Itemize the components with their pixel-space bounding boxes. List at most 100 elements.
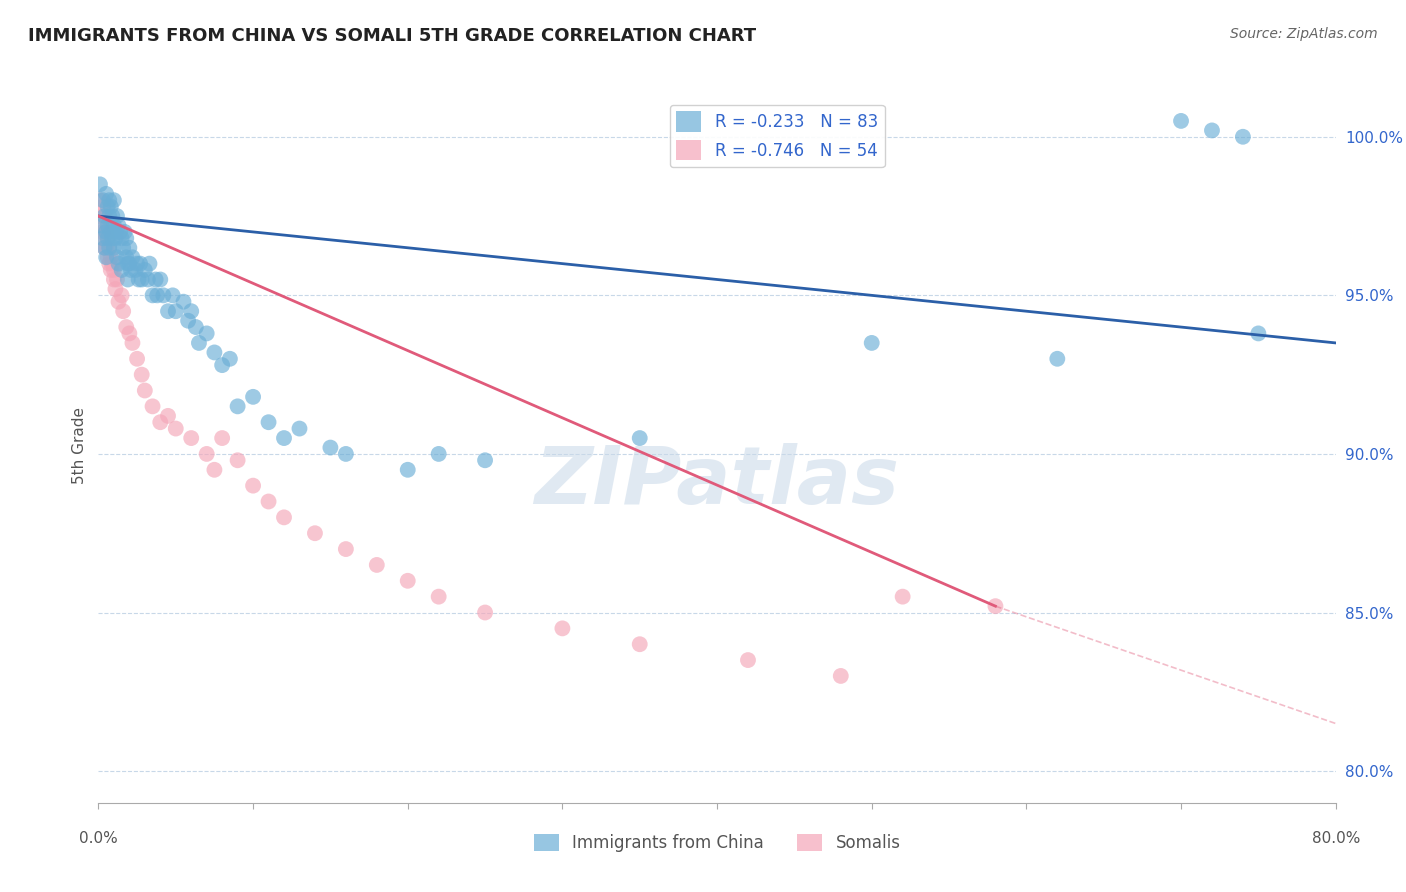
Point xyxy=(737,653,759,667)
Point xyxy=(273,510,295,524)
Point xyxy=(103,219,125,233)
Point xyxy=(242,478,264,492)
Point xyxy=(103,272,125,286)
Point xyxy=(91,225,114,239)
Text: 0.0%: 0.0% xyxy=(79,831,118,847)
Point xyxy=(96,225,118,239)
Point xyxy=(101,231,124,245)
Point xyxy=(91,231,114,245)
Point xyxy=(98,193,121,207)
Point xyxy=(131,368,153,382)
Point xyxy=(120,263,142,277)
Point xyxy=(628,637,651,651)
Point xyxy=(105,250,128,264)
Point xyxy=(93,209,115,223)
Point xyxy=(891,590,914,604)
Point xyxy=(162,288,184,302)
Point xyxy=(89,209,111,223)
Point xyxy=(115,250,138,264)
Point xyxy=(118,241,141,255)
Point xyxy=(121,335,143,350)
Point xyxy=(115,320,138,334)
Point xyxy=(257,415,280,429)
Point xyxy=(111,288,132,302)
Point xyxy=(226,453,249,467)
Point xyxy=(97,250,120,264)
Point xyxy=(117,272,139,286)
Point xyxy=(127,257,149,271)
Point xyxy=(105,272,128,286)
Point xyxy=(128,272,150,286)
Point xyxy=(90,219,112,233)
Point xyxy=(114,225,136,239)
Point xyxy=(172,294,194,309)
Legend: Immigrants from China, Somalis: Immigrants from China, Somalis xyxy=(527,827,907,859)
Text: 80.0%: 80.0% xyxy=(1312,831,1360,847)
Point xyxy=(180,304,202,318)
Point xyxy=(111,263,132,277)
Point xyxy=(93,241,115,255)
Point xyxy=(474,453,496,467)
Point xyxy=(97,219,120,233)
Point xyxy=(180,431,202,445)
Point xyxy=(304,526,326,541)
Point xyxy=(98,209,121,223)
Point xyxy=(93,241,115,255)
Point xyxy=(273,431,295,445)
Point xyxy=(551,621,574,635)
Point xyxy=(474,606,496,620)
Point xyxy=(97,200,120,214)
Point xyxy=(107,294,129,309)
Point xyxy=(984,599,1007,614)
Point xyxy=(107,257,129,271)
Point xyxy=(195,447,218,461)
Point xyxy=(177,314,200,328)
Point xyxy=(107,219,129,233)
Point xyxy=(165,304,187,318)
Point xyxy=(136,272,159,286)
Point xyxy=(105,209,128,223)
Point xyxy=(124,263,146,277)
Point xyxy=(96,241,118,255)
Point xyxy=(149,272,172,286)
Point xyxy=(96,225,118,239)
Point xyxy=(149,415,172,429)
Point xyxy=(91,193,114,207)
Point xyxy=(100,250,122,264)
Point xyxy=(1046,351,1069,366)
Point xyxy=(93,209,115,223)
Y-axis label: 5th Grade: 5th Grade xyxy=(72,408,87,484)
Point xyxy=(184,320,207,334)
Point xyxy=(204,463,226,477)
Point xyxy=(146,288,169,302)
Point xyxy=(104,225,127,239)
Point xyxy=(96,186,118,201)
Point xyxy=(335,447,357,461)
Point xyxy=(100,200,122,214)
Point xyxy=(117,257,139,271)
Point xyxy=(131,272,153,286)
Point xyxy=(257,494,280,508)
Point xyxy=(152,288,174,302)
Point xyxy=(97,231,120,245)
Point xyxy=(335,542,357,557)
Point xyxy=(157,304,180,318)
Point xyxy=(195,326,218,341)
Point xyxy=(830,669,852,683)
Point xyxy=(103,193,125,207)
Point xyxy=(319,441,342,455)
Point xyxy=(90,231,112,245)
Point xyxy=(226,400,249,414)
Point xyxy=(115,231,138,245)
Point xyxy=(100,225,122,239)
Point xyxy=(98,257,121,271)
Point xyxy=(1170,114,1192,128)
Point xyxy=(165,421,187,435)
Point xyxy=(427,590,450,604)
Point xyxy=(129,257,152,271)
Point xyxy=(204,345,226,359)
Point xyxy=(860,335,883,350)
Point xyxy=(366,558,388,572)
Point xyxy=(112,304,135,318)
Point xyxy=(103,263,125,277)
